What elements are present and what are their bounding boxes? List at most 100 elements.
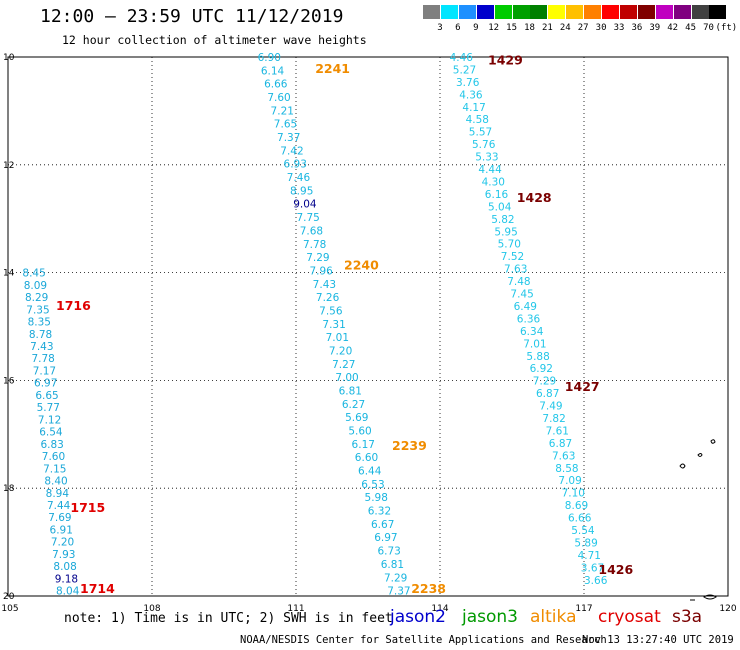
wave-height-value: 7.10: [562, 488, 585, 500]
wave-height-value: 6.66: [264, 79, 288, 91]
wave-height-value: 7.45: [510, 289, 533, 301]
legend-level: 42: [667, 23, 679, 33]
wave-height-value: 4.71: [578, 550, 601, 562]
wave-height-value: 5.69: [345, 412, 368, 424]
wave-height-value: 8.94: [46, 488, 70, 500]
legend-swatch: [584, 5, 602, 19]
legend-swatch: [494, 5, 512, 19]
wave-height-value: 6.90: [258, 52, 281, 64]
longitude-tick-label: 108: [143, 604, 160, 614]
map-frame: [7, 56, 729, 597]
wave-height-value: 7.78: [31, 353, 54, 365]
wave-height-value: 7.52: [501, 251, 524, 263]
legend-swatch: [423, 5, 440, 19]
wave-height-value: 7.65: [274, 119, 297, 131]
wave-height-value: 7.00: [335, 372, 358, 384]
legend-level: 39: [649, 23, 661, 33]
wave-height-value: 6.27: [342, 399, 365, 411]
wave-height-value: 6.36: [517, 313, 541, 325]
wave-height-value: 7.01: [523, 338, 546, 350]
legend-swatch: [530, 5, 548, 19]
legend-level: 24: [559, 23, 571, 33]
axis-ticks: 105 108 111 114 117 120 10 12 14 16 18 20: [1, 53, 736, 614]
pass-time-label: 2240: [344, 258, 379, 273]
wave-height-value: 6.44: [358, 466, 382, 478]
wave-height-value: 5.77: [37, 402, 60, 414]
wave-height-value: 6.16: [485, 189, 509, 201]
wave-height-value: 6.60: [355, 452, 378, 464]
wave-height-value: 3.76: [456, 77, 480, 89]
legend-level: 18: [524, 23, 535, 33]
wave-height-value: 7.31: [322, 319, 345, 331]
legend-swatch: [602, 5, 619, 19]
legend-level: (ft): [715, 23, 738, 33]
island-shape: [703, 594, 717, 600]
wave-height-value: 4.46: [450, 52, 474, 64]
wave-height-value: 8.35: [28, 317, 51, 329]
latitude-tick-label: 18: [3, 484, 15, 494]
wave-height-value: 6.66: [568, 513, 592, 525]
longitude-tick-label: 111: [287, 604, 304, 614]
wave-height-value: 6.32: [368, 506, 391, 518]
wave-height-value: 6.34: [520, 326, 544, 338]
units-note: note: 1) Time is in UTC; 2) SWH is in fe…: [64, 611, 393, 626]
legend-level: 27: [577, 23, 589, 33]
wave-height-value: 7.29: [533, 376, 556, 388]
legend-level: 6: [455, 23, 461, 33]
wave-height-value: 7.60: [267, 92, 290, 104]
wave-height-value: 7.20: [329, 345, 352, 357]
legend-swatch: [476, 5, 494, 19]
wave-height-value: 7.26: [316, 292, 340, 304]
wave-height-value: 8.04: [56, 586, 80, 598]
wave-height-value: 6.97: [374, 532, 397, 544]
pass-time-label: 1427: [565, 379, 600, 394]
chart-title: 12:00 — 23:59 UTC 11/12/2019: [40, 6, 344, 27]
wave-height-value: 5.95: [494, 226, 517, 238]
pass-time-label: 2239: [392, 438, 427, 453]
wave-height-value: 4.36: [459, 89, 483, 101]
wave-height-value: 5.57: [469, 127, 492, 139]
legend-swatch: [566, 5, 584, 19]
wave-height-value: 5.54: [571, 525, 595, 537]
wave-height-value: 6.53: [361, 479, 384, 491]
wave-height-value: 7.78: [303, 239, 326, 251]
wave-height-value: 7.43: [313, 279, 336, 291]
wave-height-value: 4.58: [466, 114, 489, 126]
wave-height-value: 7.60: [42, 451, 65, 463]
wave-height-value: 5.70: [498, 239, 521, 251]
wave-height-value: 7.15: [43, 463, 66, 475]
wave-height-value: 8.40: [44, 476, 67, 488]
wave-height-value: 7.37: [387, 586, 410, 598]
wave-height-value: 6.92: [530, 363, 553, 375]
legend-swatch: [673, 5, 691, 19]
wave-height-value: 8.29: [25, 292, 48, 304]
island-shape: [710, 439, 716, 444]
wave-height-value: 6.14: [261, 65, 285, 77]
legend-level: 36: [631, 23, 643, 33]
satellite-name: altika: [530, 607, 577, 627]
legend-swatch: [440, 5, 458, 19]
wave-height-value: 7.12: [38, 414, 61, 426]
longitude-tick-label: 105: [1, 604, 18, 614]
wave-height-value: 6.87: [536, 388, 559, 400]
pass-time-label: 1429: [488, 53, 523, 68]
wave-height-value: 7.29: [306, 252, 329, 264]
wave-height-value: 7.35: [26, 304, 49, 316]
map-grid: [7, 56, 729, 597]
wave-height-value: 8.95: [290, 185, 313, 197]
wave-height-value: 7.27: [332, 359, 355, 371]
wave-height-value: 5.27: [453, 64, 476, 76]
wave-height-value: 8.69: [565, 500, 588, 512]
pass-time-label: 1715: [70, 500, 105, 515]
wave-height-value: 4.17: [462, 102, 485, 114]
wave-height-value: 7.63: [552, 450, 575, 462]
wave-height-value: 7.69: [48, 512, 71, 524]
wave-height-value: 7.68: [300, 225, 323, 237]
pass-time-label: 1428: [517, 190, 552, 205]
longitude-tick-label: 117: [575, 604, 592, 614]
legend-level: 45: [685, 23, 697, 33]
wave-height-value: 9.04: [293, 199, 317, 211]
legend-swatch: [709, 5, 727, 19]
legend-level: 33: [613, 23, 625, 33]
wave-height-value: 7.93: [52, 549, 75, 561]
